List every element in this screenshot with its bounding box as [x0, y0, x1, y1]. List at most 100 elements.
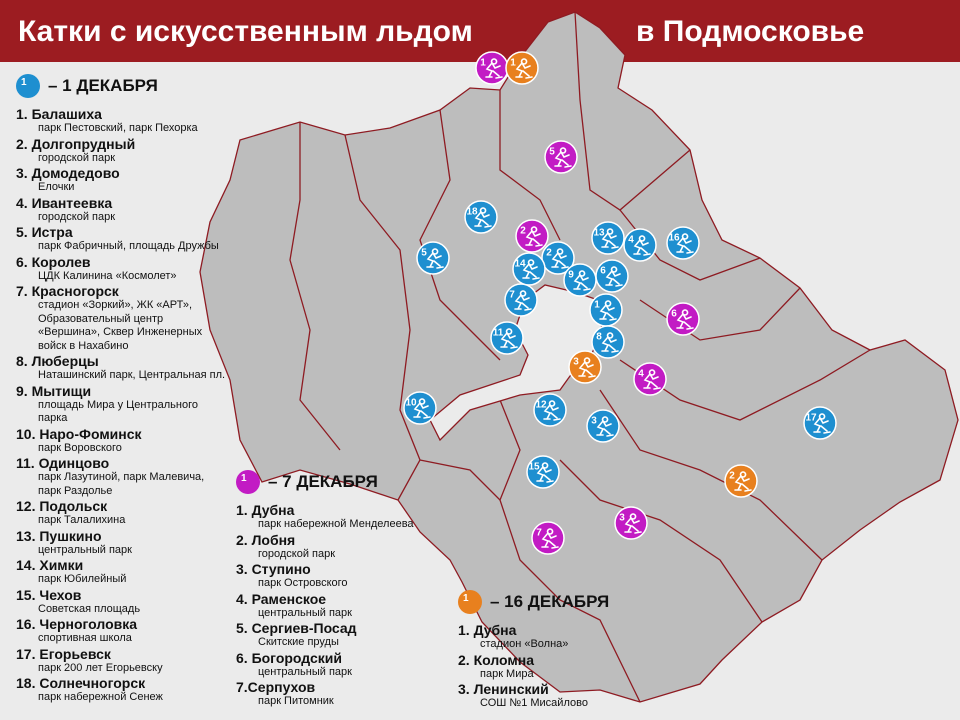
marker: 14	[512, 252, 546, 286]
moscow	[429, 284, 603, 442]
marker-circle	[531, 521, 565, 555]
item-name: 2. Лобня	[236, 531, 296, 548]
legend-item: 1. Дубна парк набережной Менделеева	[236, 502, 446, 532]
legend: 1 – 1 ДЕКАБРЯ 1. Балашиха парк Пестовский, …	[16, 72, 226, 705]
legend-item: 5. Сергиев-Посад Скитские пруды	[236, 620, 446, 650]
legend-date: – 16 ДЕКАБРЯ	[490, 592, 610, 611]
marker-circle	[541, 241, 575, 275]
marker: 2	[541, 241, 575, 275]
marker: 6	[666, 302, 700, 336]
legend-badge: 1	[458, 590, 482, 614]
skater-icon	[474, 207, 492, 228]
item-place: парк Мира	[480, 667, 534, 680]
skater-icon	[426, 248, 444, 269]
marker: 17	[803, 406, 837, 440]
item-name: 3. Домодедово	[16, 165, 120, 181]
legend-item: 6. Королев ЦДК Калинина «Космолет»	[16, 254, 226, 284]
legend-item: 12. Подольск парк Талалихина	[16, 498, 226, 528]
item-place: ЦДК Калинина «Космолет»	[38, 269, 177, 282]
skater-icon	[813, 413, 831, 434]
marker: 1	[475, 51, 509, 85]
title-left: Катки с искусственным льдом	[18, 15, 473, 48]
marker: 5	[544, 140, 578, 174]
item-name: 10. Наро-Фоминск	[16, 425, 142, 442]
item-place: площадь Мира у Центрального парка	[38, 398, 198, 425]
item-place: парк набережной Сенеж	[38, 691, 163, 703]
item-place: Наташинский парк, Центральная пл.	[38, 369, 226, 381]
marker: 5	[416, 241, 450, 275]
item-name: 13. Пушкино	[16, 527, 102, 544]
item-place: Елочки	[38, 181, 75, 193]
marker-label: 7	[536, 528, 542, 539]
item-place: парк Островского	[258, 577, 348, 589]
skater-icon	[573, 270, 591, 291]
skater-icon	[599, 300, 617, 321]
marker-circle	[623, 228, 657, 262]
marker-circle	[614, 506, 648, 540]
marker: 12	[533, 393, 567, 427]
legend-item: 4. Ивантеевка городской парк	[16, 195, 226, 225]
item-place: стадион «Волна»	[480, 638, 569, 650]
legend-item: 15. Чехов Советская площадь	[16, 587, 226, 617]
legend-item: 18. Солнечногорск парк набережной Сенеж	[16, 675, 226, 705]
skater-icon	[536, 462, 554, 483]
marker-label: 6	[671, 309, 677, 320]
marker: 4	[633, 362, 667, 396]
item-name: 17. Егорьевск	[16, 645, 111, 662]
item-place: парк 200 лет Егорьевску	[38, 661, 163, 674]
skater-icon	[515, 58, 533, 79]
item-place: парк Лазутиной, парк Малевича, парк Разд…	[38, 471, 205, 497]
legend-item: 11. Одинцово парк Лазутиной, парк Малевич…	[16, 455, 226, 498]
skater-icon	[522, 259, 540, 280]
marker-label: 7	[509, 290, 515, 301]
marker-label: 9	[568, 270, 574, 281]
marker: 1	[589, 293, 623, 327]
marker: 16	[666, 226, 700, 260]
marker-circle	[504, 283, 538, 317]
marker-label: 4	[638, 369, 644, 380]
item-name: 15. Чехов	[16, 586, 82, 603]
marker-circle	[666, 302, 700, 336]
legend-item: 2. Коломна парк Мира	[458, 652, 668, 682]
skater-icon	[543, 400, 561, 421]
item-name: 9. Мытищи	[16, 382, 92, 399]
item-place: городской парк	[38, 210, 116, 223]
marker-circle	[512, 252, 546, 286]
marker-label: 2	[729, 471, 735, 482]
marker: 6	[595, 259, 629, 293]
item-name: 4. Раменское	[236, 590, 327, 607]
marker-label: 5	[549, 147, 555, 158]
marker-label: 2	[520, 226, 526, 237]
item-place: спортивная школа	[38, 632, 132, 644]
marker: 3	[614, 506, 648, 540]
marker-label: 10	[405, 398, 417, 409]
marker: 1	[505, 51, 539, 85]
skater-icon	[601, 332, 619, 353]
item-name: 1. Дубна	[236, 502, 295, 518]
item-place: парк Питомник	[258, 695, 334, 707]
marker: 4	[623, 228, 657, 262]
item-name: 16. Черноголовка	[16, 616, 138, 632]
legend-item: 7. Красногорск стадион «Зоркий», ЖК «АРТ»…	[16, 283, 226, 353]
marker-label: 12	[535, 400, 547, 411]
marker: 9	[563, 263, 597, 297]
item-place: Советская площадь	[38, 602, 141, 615]
skater-icon	[633, 235, 651, 256]
marker: 7	[504, 283, 538, 317]
item-place: центральный парк	[258, 665, 352, 678]
item-place: городской парк	[38, 151, 116, 164]
item-place: центральный парк	[38, 543, 132, 556]
legend-item: 8. Люберцы Наташинский парк, Центральная …	[16, 353, 226, 383]
marker-label: 3	[591, 416, 597, 427]
title-right: в Подмосковье	[636, 15, 864, 48]
marker-label: 3	[573, 357, 579, 368]
item-name: 2. Коломна	[458, 651, 534, 668]
marker-circle	[591, 325, 625, 359]
item-place: парк Талалихина	[38, 514, 126, 526]
marker-label: 1	[594, 300, 600, 311]
item-name: 6. Королев	[16, 253, 91, 270]
skater-icon	[676, 309, 694, 330]
marker-label: 15	[528, 462, 540, 473]
legend-item: 2. Лобня городской парк	[236, 532, 446, 562]
marker-label: 4	[628, 235, 634, 246]
